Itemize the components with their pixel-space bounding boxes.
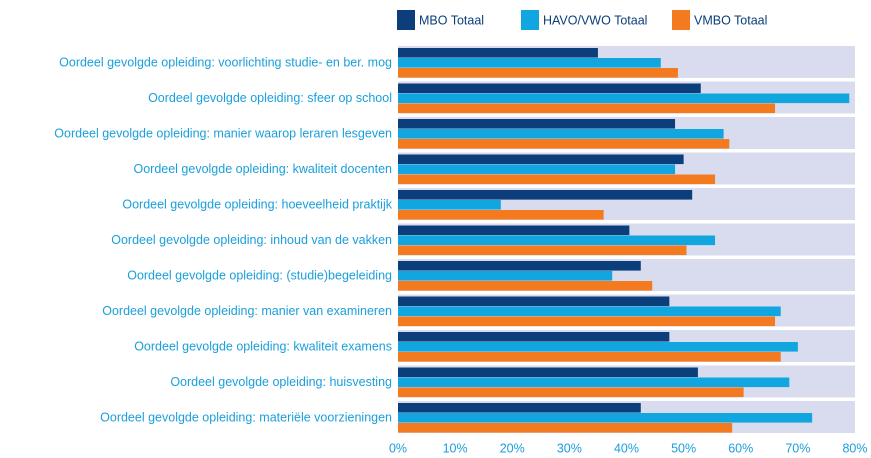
bar bbox=[398, 271, 613, 281]
x-tick-label: 0% bbox=[389, 441, 407, 455]
legend-label: MBO Totaal bbox=[419, 13, 484, 27]
legend-swatch bbox=[397, 10, 415, 30]
bar bbox=[398, 403, 641, 413]
bar bbox=[398, 93, 850, 104]
y-tick-label: Oordeel gevolgde opleiding: huisvesting bbox=[170, 375, 392, 389]
y-tick-label: Oordeel gevolgde opleiding: kwaliteit do… bbox=[133, 162, 392, 176]
legend-label: VMBO Totaal bbox=[694, 13, 767, 27]
bar bbox=[398, 281, 653, 291]
y-tick-label: Oordeel gevolgde opleiding: sfeer op sch… bbox=[148, 91, 392, 105]
bar bbox=[398, 48, 598, 58]
bar bbox=[398, 245, 687, 256]
bar bbox=[398, 423, 733, 433]
bar bbox=[398, 210, 604, 220]
bar bbox=[398, 387, 744, 398]
x-tick-label: 60% bbox=[728, 441, 753, 455]
y-tick-label: Oordeel gevolgde opleiding: kwaliteit ex… bbox=[134, 339, 392, 353]
bar bbox=[398, 235, 716, 246]
x-tick-label: 80% bbox=[842, 441, 867, 455]
bar bbox=[398, 306, 781, 317]
bar bbox=[398, 129, 724, 139]
bar bbox=[398, 332, 670, 342]
bar bbox=[398, 377, 790, 388]
bar bbox=[398, 58, 661, 68]
bar bbox=[398, 296, 670, 307]
bar bbox=[398, 352, 781, 362]
bar bbox=[398, 103, 776, 114]
bar bbox=[398, 225, 630, 236]
bar bbox=[398, 413, 813, 423]
legend-swatch bbox=[521, 10, 539, 30]
bar bbox=[398, 316, 776, 327]
bar bbox=[398, 200, 501, 210]
legend-swatch bbox=[672, 10, 690, 30]
x-tick-label: 10% bbox=[443, 441, 468, 455]
x-tick-label: 70% bbox=[785, 441, 810, 455]
y-tick-label: Oordeel gevolgde opleiding: materiële vo… bbox=[100, 410, 392, 424]
bar bbox=[398, 83, 701, 94]
bar bbox=[398, 174, 716, 185]
legend-label: HAVO/VWO Totaal bbox=[543, 13, 647, 27]
y-tick-label: Oordeel gevolgde opleiding: hoeveelheid … bbox=[122, 197, 392, 211]
bar bbox=[398, 164, 676, 175]
y-tick-label: Oordeel gevolgde opleiding: voorlichting… bbox=[59, 55, 392, 69]
bar bbox=[398, 342, 798, 352]
y-tick-label: Oordeel gevolgde opleiding: manier van e… bbox=[102, 304, 392, 318]
bar bbox=[398, 139, 730, 149]
y-tick-label: Oordeel gevolgde opleiding: inhoud van d… bbox=[111, 233, 392, 247]
x-tick-label: 40% bbox=[614, 441, 639, 455]
bar bbox=[398, 154, 684, 165]
y-tick-label: Oordeel gevolgde opleiding: (studie)bege… bbox=[127, 268, 392, 282]
bar bbox=[398, 190, 693, 200]
x-tick-label: 20% bbox=[500, 441, 525, 455]
bar bbox=[398, 119, 676, 129]
bar bbox=[398, 261, 641, 271]
bar bbox=[398, 367, 698, 378]
x-tick-label: 30% bbox=[557, 441, 582, 455]
x-tick-label: 50% bbox=[671, 441, 696, 455]
bar bbox=[398, 68, 678, 78]
y-tick-label: Oordeel gevolgde opleiding: manier waaro… bbox=[54, 126, 392, 140]
